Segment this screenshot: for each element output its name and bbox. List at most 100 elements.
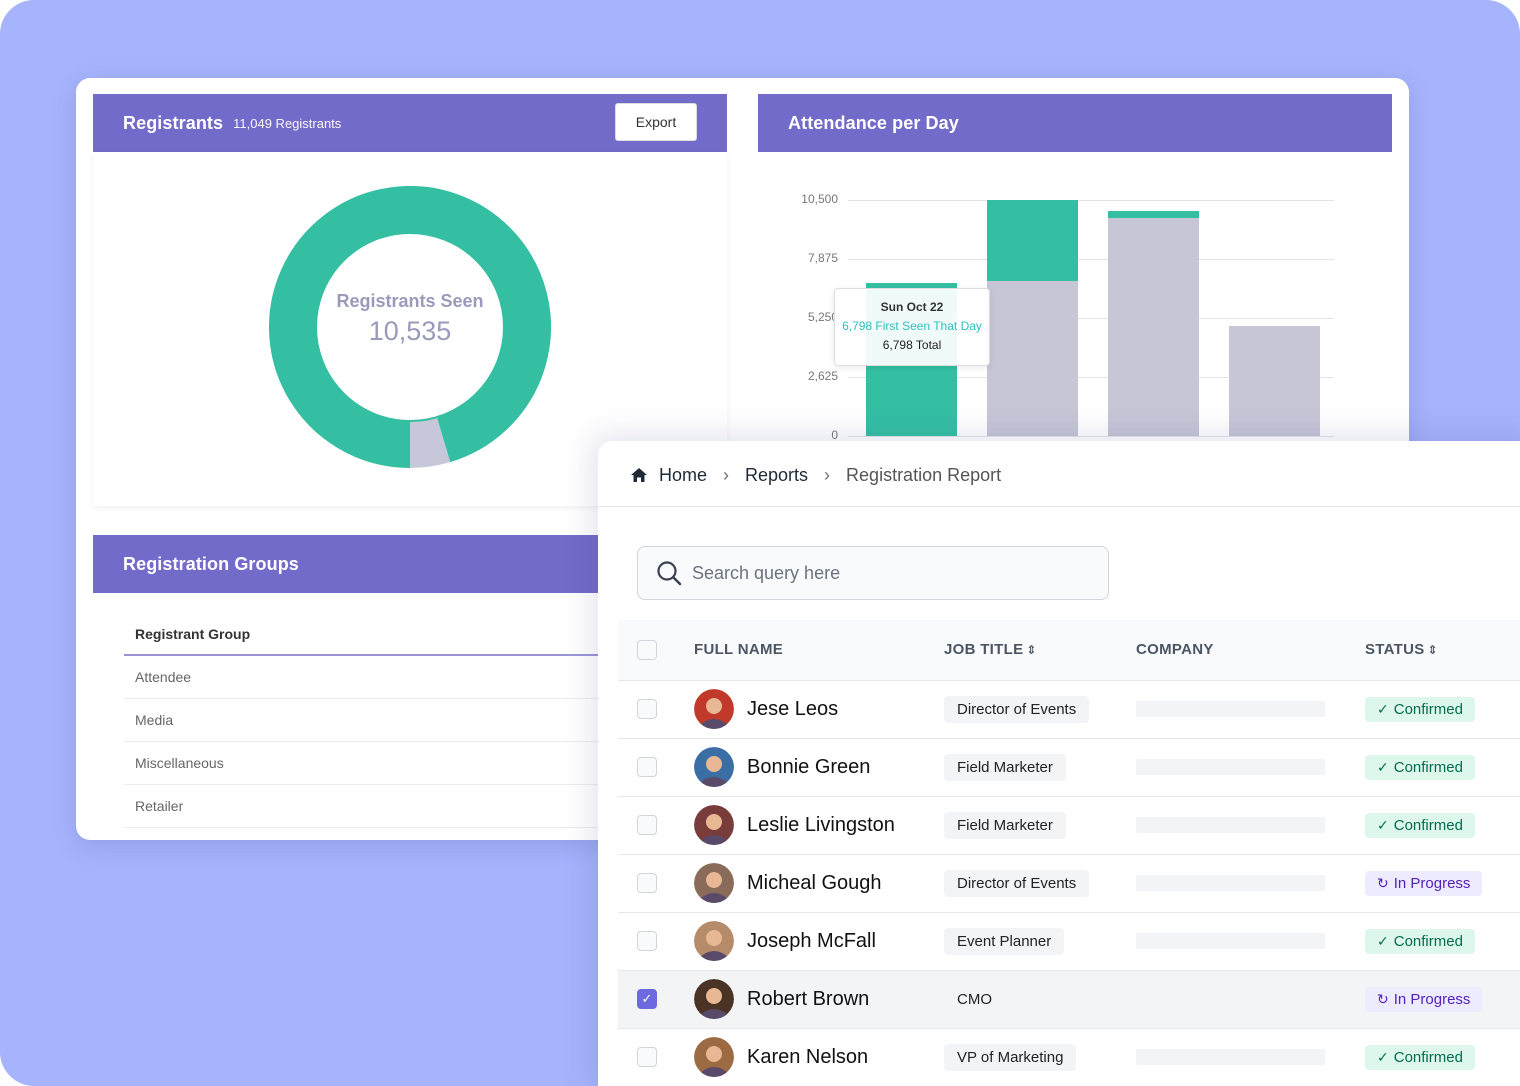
table-row[interactable]: Jese Leos Director of Events ✓ Confirmed bbox=[618, 680, 1520, 739]
avatar bbox=[694, 747, 734, 787]
status-cell: ↻ In Progress bbox=[1365, 970, 1520, 1029]
donut-inner-ring bbox=[315, 232, 505, 422]
row-checkbox-cell bbox=[618, 912, 694, 971]
full-name[interactable]: Robert Brown bbox=[747, 987, 870, 1010]
sort-icon[interactable]: ⇕ bbox=[1026, 643, 1037, 658]
full-name[interactable]: Jese Leos bbox=[747, 697, 839, 720]
select-all-cell bbox=[618, 620, 694, 681]
avatar bbox=[694, 863, 734, 903]
row-checkbox[interactable] bbox=[637, 1047, 657, 1067]
full-name[interactable]: Bonnie Green bbox=[747, 755, 871, 778]
name-cell: Karen Nelson bbox=[694, 1028, 944, 1086]
full-name[interactable]: Karen Nelson bbox=[747, 1045, 869, 1068]
row-checkbox[interactable] bbox=[637, 931, 657, 951]
job-cell: Field Marketer bbox=[944, 796, 1136, 855]
chevron-right-icon: › bbox=[824, 464, 831, 485]
table-row[interactable]: Joseph McFall Event Planner ✓ Confirmed bbox=[618, 912, 1520, 971]
tooltip-first-seen: 6,798 First Seen That Day bbox=[842, 319, 982, 333]
company-cell bbox=[1136, 912, 1365, 971]
tooltip-date: Sun Oct 22 bbox=[880, 300, 944, 314]
y-tick-label: 5,250 bbox=[807, 310, 838, 324]
group-row-retailer[interactable]: Retailer bbox=[124, 785, 684, 828]
company-cell bbox=[1136, 854, 1365, 913]
breadcrumb-current: Registration Report bbox=[846, 464, 1002, 485]
bar-segment[interactable] bbox=[987, 200, 1078, 281]
row-checkbox-cell bbox=[618, 1028, 694, 1086]
job-title: Director of Events bbox=[944, 869, 1090, 897]
status-cell: ✓ Confirmed bbox=[1365, 1028, 1520, 1086]
groups-title: Registration Groups bbox=[123, 553, 299, 574]
company-placeholder bbox=[1136, 817, 1325, 833]
job-cell: CMO bbox=[944, 970, 1136, 1029]
search-input[interactable] bbox=[692, 562, 1072, 584]
attendance-title: Attendance per Day bbox=[788, 112, 959, 133]
bar-segment[interactable] bbox=[1108, 217, 1199, 436]
sort-icon[interactable]: ⇕ bbox=[1427, 643, 1438, 658]
row-checkbox[interactable] bbox=[637, 815, 657, 835]
table-row[interactable]: Micheal Gough Director of Events ↻ In Progr… bbox=[618, 854, 1520, 913]
grid-line bbox=[848, 318, 1334, 319]
donut-caption: Registrants Seen bbox=[336, 291, 484, 311]
row-checkbox[interactable]: ✓ bbox=[637, 989, 657, 1009]
job-cell: VP of Marketing bbox=[944, 1028, 1136, 1086]
full-name[interactable]: Joseph McFall bbox=[747, 929, 876, 952]
status-badge: ↻ In Progress bbox=[1365, 986, 1483, 1012]
breadcrumb-home[interactable]: Home bbox=[659, 464, 708, 485]
company-placeholder bbox=[1136, 759, 1325, 775]
home-icon[interactable] bbox=[630, 467, 648, 483]
group-row-media[interactable]: Media bbox=[124, 699, 684, 742]
status-cell: ✓ Confirmed bbox=[1365, 912, 1520, 971]
company-cell bbox=[1136, 970, 1365, 1029]
status-badge: ✓ Confirmed bbox=[1365, 812, 1475, 838]
column-job-title[interactable]: JOB TITLE ⇕ bbox=[944, 620, 1136, 681]
y-tick-label: 0 bbox=[831, 428, 838, 442]
check-icon: ✓ bbox=[1377, 816, 1389, 833]
donut-slice-not-seen bbox=[409, 413, 451, 468]
select-all-checkbox[interactable] bbox=[637, 639, 657, 660]
chart-tooltip: Sun Oct 22 6,798 First Seen That Day 6,7… bbox=[834, 288, 990, 366]
status-badge: ✓ Confirmed bbox=[1365, 1044, 1475, 1070]
full-name[interactable]: Leslie Livingston bbox=[747, 813, 895, 836]
group-row-attendee[interactable]: Attendee bbox=[124, 656, 684, 699]
company-placeholder bbox=[1136, 991, 1325, 1007]
status-cell: ↻ In Progress bbox=[1365, 854, 1520, 913]
bar-segment[interactable] bbox=[987, 280, 1078, 436]
registrants-donut: Registrants Seen 10,535 bbox=[269, 186, 551, 468]
tooltip-total: 6,798 Total bbox=[882, 338, 942, 352]
table-row[interactable]: ✓ Robert Brown CMO ↻ In Progress bbox=[618, 970, 1520, 1029]
grid-line bbox=[848, 436, 1334, 437]
attendance-panel-header: Attendance per Day bbox=[758, 94, 1392, 152]
row-checkbox[interactable] bbox=[637, 757, 657, 777]
registrants-title: Registrants bbox=[123, 112, 224, 133]
table-row[interactable]: Bonnie Green Field Marketer ✓ Confirmed bbox=[618, 738, 1520, 797]
job-title: Field Marketer bbox=[944, 753, 1066, 781]
row-checkbox-cell bbox=[618, 680, 694, 739]
table-header-row: FULL NAME JOB TITLE ⇕ COMPANY STATUS ⇕ bbox=[618, 620, 1520, 681]
job-title: Event Planner bbox=[944, 927, 1065, 955]
bar-segment[interactable] bbox=[1229, 325, 1320, 436]
export-button[interactable]: Export bbox=[615, 103, 697, 141]
bar-segment[interactable] bbox=[1108, 211, 1199, 218]
table-row[interactable]: Leslie Livingston Field Marketer ✓ Confirme… bbox=[618, 796, 1520, 855]
table-row[interactable]: Karen Nelson VP of Marketing ✓ Confirmed bbox=[618, 1028, 1520, 1086]
company-placeholder bbox=[1136, 701, 1325, 717]
company-cell bbox=[1136, 680, 1365, 739]
column-status[interactable]: STATUS ⇕ bbox=[1365, 620, 1520, 681]
group-row-miscellaneous[interactable]: Miscellaneous bbox=[124, 742, 684, 785]
row-checkbox[interactable] bbox=[637, 873, 657, 893]
row-checkbox[interactable] bbox=[637, 699, 657, 719]
column-full-name: FULL NAME bbox=[694, 620, 944, 681]
donut-chart bbox=[269, 186, 551, 468]
company-placeholder bbox=[1136, 1049, 1325, 1065]
job-cell: Director of Events bbox=[944, 854, 1136, 913]
job-title: Field Marketer bbox=[944, 811, 1066, 839]
search-box[interactable] bbox=[637, 546, 1109, 600]
donut-center-label: Registrants Seen 10,535 bbox=[269, 186, 551, 468]
groups-header: Registrant Group bbox=[124, 608, 684, 656]
grid-line bbox=[848, 200, 1334, 201]
job-cell: Director of Events bbox=[944, 680, 1136, 739]
avatar bbox=[694, 921, 734, 961]
full-name[interactable]: Micheal Gough bbox=[747, 871, 882, 894]
y-tick-label: 10,500 bbox=[801, 192, 838, 206]
breadcrumb-reports[interactable]: Reports bbox=[745, 464, 809, 485]
